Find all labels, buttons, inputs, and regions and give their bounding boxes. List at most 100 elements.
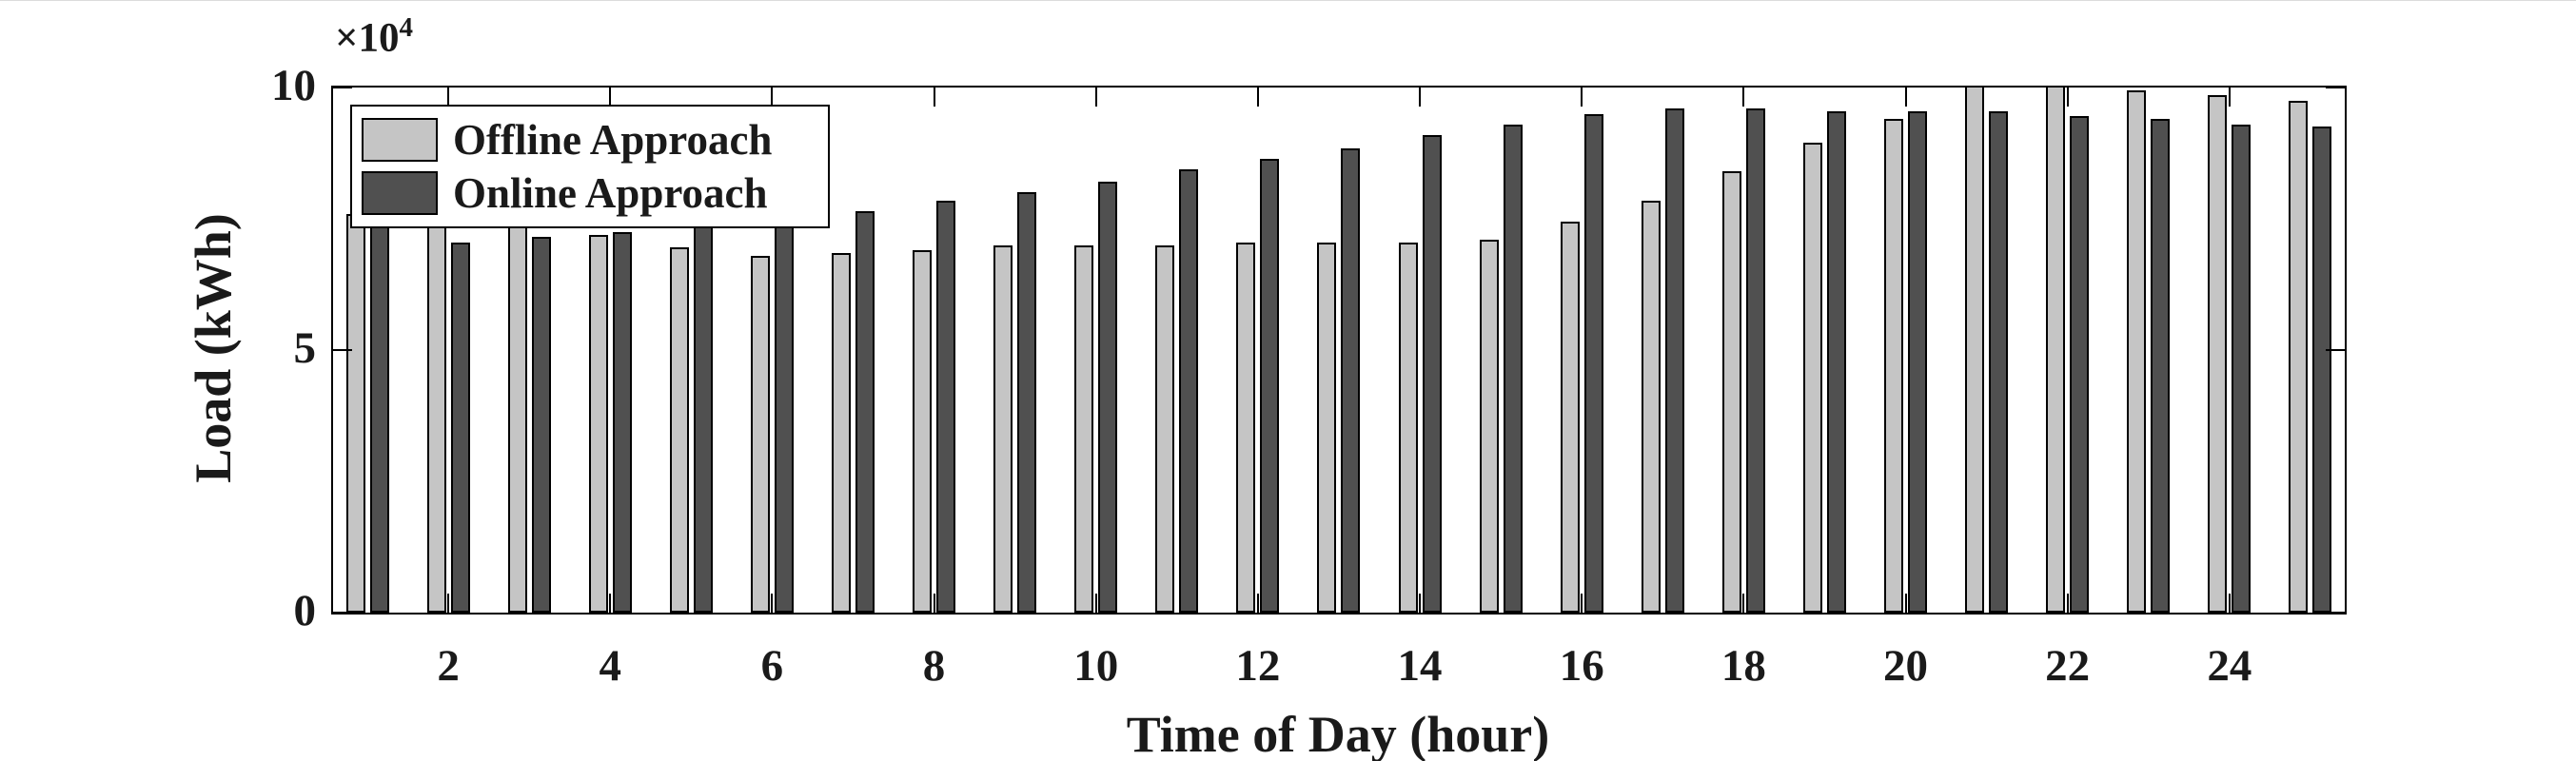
legend-row-offline: Offline Approach <box>362 118 828 162</box>
x-tick-bottom-2 <box>447 594 450 613</box>
offline-bar-hour-25 <box>2289 100 2309 613</box>
y-tick-label-5: 5 <box>293 323 317 373</box>
y-tick-left-5 <box>333 349 352 351</box>
offline-bar-hour-6 <box>750 255 770 613</box>
x-tick-label-4: 4 <box>599 641 621 691</box>
x-tick-bottom-10 <box>1094 594 1097 613</box>
x-tick-label-24: 24 <box>2207 641 2252 691</box>
offline-bar-hour-19 <box>1802 143 1822 613</box>
x-tick-bottom-20 <box>1904 594 1907 613</box>
legend: Offline Approach Online Approach <box>350 105 830 228</box>
x-tick-top-12 <box>1256 88 1259 107</box>
offline-bar-hour-9 <box>993 244 1013 613</box>
offline-bar-hour-10 <box>1074 244 1094 613</box>
x-tick-bottom-6 <box>771 594 774 613</box>
x-tick-label-8: 8 <box>922 641 946 691</box>
offline-bar-hour-13 <box>1317 242 1337 613</box>
offline-bar-hour-14 <box>1398 242 1418 613</box>
x-tick-top-16 <box>1581 88 1583 107</box>
offline-bar-hour-17 <box>1641 200 1661 613</box>
y-tick-label-0: 0 <box>293 586 317 635</box>
y-tick-label-10: 10 <box>271 61 316 110</box>
online-bar-hour-17 <box>1664 108 1684 613</box>
offline-bar-hour-23 <box>2127 89 2147 613</box>
y-axis-multiplier: ×104 <box>335 12 414 61</box>
x-tick-top-4 <box>609 88 612 107</box>
online-bar-hour-18 <box>1745 108 1765 613</box>
offline-bar-hour-2 <box>426 216 446 613</box>
online-bar-hour-12 <box>1260 158 1280 613</box>
offline-bar-hour-24 <box>2208 95 2228 613</box>
legend-swatch-online <box>362 171 438 215</box>
figure-top-edge-line <box>0 0 2576 1</box>
x-tick-top-14 <box>1419 88 1422 107</box>
x-axis-title: Time of Day (hour) <box>1126 706 1550 761</box>
x-tick-top-22 <box>2066 88 2069 107</box>
online-bar-hour-7 <box>855 210 875 613</box>
x-tick-label-16: 16 <box>1559 641 1604 691</box>
x-tick-bottom-14 <box>1419 594 1422 613</box>
online-bar-hour-6 <box>774 213 794 613</box>
x-tick-label-2: 2 <box>437 641 460 691</box>
online-bar-hour-15 <box>1503 124 1523 613</box>
online-bar-hour-10 <box>1098 182 1118 613</box>
offline-bar-hour-8 <box>913 250 933 613</box>
x-tick-bottom-16 <box>1581 594 1583 613</box>
offline-bar-hour-16 <box>1560 221 1580 613</box>
offline-bar-hour-4 <box>588 234 608 613</box>
legend-row-online: Online Approach <box>362 171 828 215</box>
online-bar-hour-2 <box>450 242 470 613</box>
x-tick-bottom-12 <box>1256 594 1259 613</box>
online-bar-hour-24 <box>2232 124 2252 613</box>
y-tick-right-10 <box>2326 87 2345 88</box>
x-tick-bottom-18 <box>1742 594 1745 613</box>
y-tick-left-0 <box>333 612 352 614</box>
online-bar-hour-11 <box>1179 168 1199 613</box>
online-bar-hour-8 <box>936 200 956 613</box>
offline-bar-hour-18 <box>1721 171 1741 613</box>
online-bar-hour-20 <box>1908 110 1928 613</box>
online-bar-hour-22 <box>2070 116 2090 613</box>
online-bar-hour-5 <box>693 219 713 613</box>
online-bar-hour-25 <box>2312 127 2332 613</box>
x-tick-label-18: 18 <box>1721 641 1766 691</box>
x-tick-top-18 <box>1742 88 1745 107</box>
legend-label-offline: Offline Approach <box>453 115 773 164</box>
y-axis-multiplier-base: ×10 <box>335 15 400 61</box>
online-bar-hour-3 <box>531 237 551 613</box>
x-tick-label-14: 14 <box>1397 641 1443 691</box>
x-tick-label-10: 10 <box>1073 641 1119 691</box>
online-bar-hour-21 <box>1989 110 2009 613</box>
x-tick-bottom-24 <box>2228 594 2231 613</box>
x-tick-top-2 <box>447 88 450 107</box>
online-bar-hour-14 <box>1422 134 1442 613</box>
y-tick-right-5 <box>2326 349 2345 351</box>
x-tick-bottom-8 <box>933 594 935 613</box>
offline-bar-hour-12 <box>1236 242 1256 613</box>
offline-bar-hour-5 <box>669 247 689 613</box>
online-bar-hour-23 <box>2151 119 2171 613</box>
online-bar-hour-9 <box>1017 192 1037 613</box>
x-tick-label-20: 20 <box>1883 641 1929 691</box>
offline-bar-hour-15 <box>1479 240 1499 613</box>
offline-bar-hour-1 <box>345 213 365 613</box>
x-tick-top-8 <box>933 88 935 107</box>
y-tick-left-10 <box>333 87 352 88</box>
online-bar-hour-13 <box>1341 147 1361 613</box>
legend-label-online: Online Approach <box>453 168 768 217</box>
legend-swatch-offline <box>362 118 438 162</box>
x-tick-label-12: 12 <box>1235 641 1281 691</box>
offline-bar-hour-7 <box>831 252 851 613</box>
online-bar-hour-19 <box>1826 110 1846 613</box>
x-tick-label-6: 6 <box>760 641 784 691</box>
x-tick-top-6 <box>771 88 774 107</box>
x-tick-top-20 <box>1904 88 1907 107</box>
y-axis-multiplier-exponent: 4 <box>399 12 414 43</box>
x-tick-label-22: 22 <box>2045 641 2091 691</box>
y-tick-right-0 <box>2326 612 2345 614</box>
offline-bar-hour-20 <box>1884 119 1904 613</box>
offline-bar-hour-22 <box>2046 86 2066 613</box>
offline-bar-hour-21 <box>1965 86 1985 613</box>
x-tick-top-10 <box>1094 88 1097 107</box>
